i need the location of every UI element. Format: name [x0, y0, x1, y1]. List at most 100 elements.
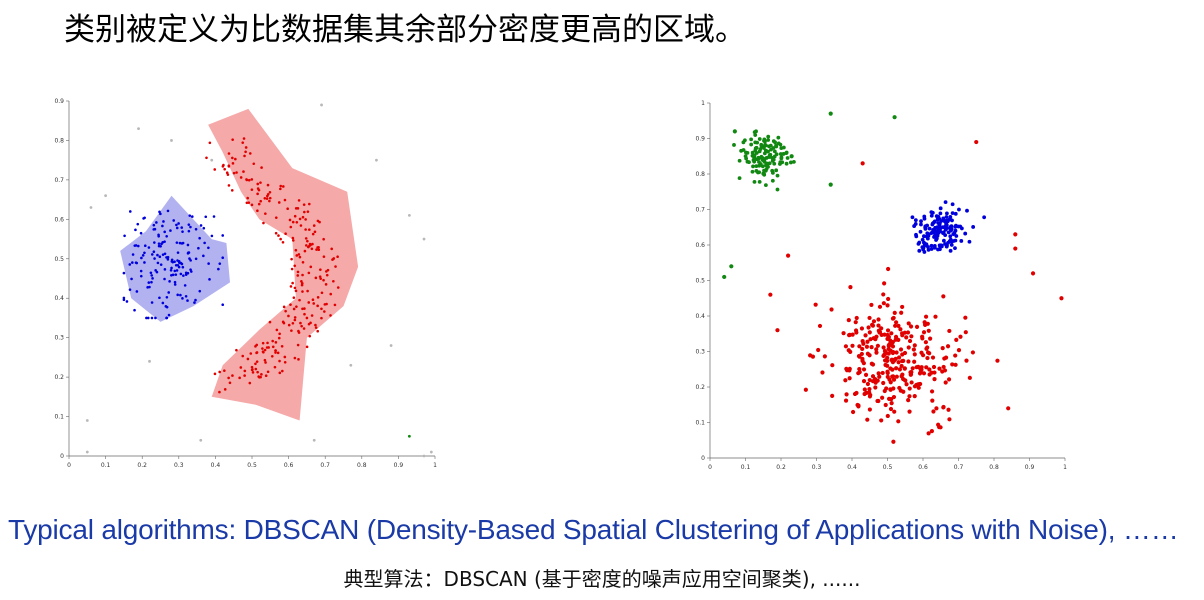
noise-point — [349, 363, 353, 367]
red-point — [930, 355, 936, 360]
green-point — [781, 145, 786, 150]
blue-point — [944, 218, 949, 223]
blue-point — [176, 293, 179, 297]
red-point — [920, 334, 925, 339]
x-tick-label: 0.8 — [989, 464, 999, 471]
red-point — [963, 315, 968, 320]
red-point — [278, 359, 281, 363]
red-point — [946, 377, 952, 382]
blue-point — [154, 316, 157, 320]
red-point — [230, 189, 234, 192]
y-tick-label: 0.9 — [695, 136, 705, 143]
blue-point — [139, 274, 143, 278]
green-point — [762, 138, 766, 143]
red-point — [284, 232, 287, 236]
y-tick-label: 0.7 — [54, 177, 64, 184]
blue-point — [943, 225, 948, 230]
red-point — [297, 358, 300, 361]
red-point — [254, 345, 257, 348]
noise-point — [429, 450, 433, 454]
red-point — [317, 245, 320, 249]
red-point — [929, 429, 934, 434]
red-point — [248, 152, 252, 155]
red-point — [876, 371, 881, 376]
red-point — [320, 307, 323, 311]
blue-point — [920, 245, 925, 249]
blue-point — [199, 224, 203, 227]
red-point — [291, 321, 295, 325]
blue-point — [935, 225, 940, 230]
red-point — [246, 196, 249, 200]
green-point — [772, 161, 777, 166]
red-point — [265, 197, 269, 200]
red-point — [912, 384, 918, 389]
red-point — [891, 377, 897, 382]
green-point — [828, 182, 833, 187]
y-tick-label: 0.1 — [54, 414, 64, 421]
red-point — [296, 343, 300, 347]
red-point — [873, 385, 878, 390]
red-point — [306, 239, 309, 243]
blue-point — [161, 224, 164, 228]
blue-point — [128, 210, 132, 213]
red-point — [205, 156, 208, 160]
red-point — [907, 386, 912, 391]
blue-point — [168, 280, 171, 283]
red-point — [315, 248, 318, 251]
blue-point — [982, 215, 987, 220]
blue-point — [941, 231, 945, 236]
red-point — [954, 337, 959, 342]
blue-point — [139, 269, 143, 273]
blue-point — [202, 254, 205, 258]
red-point — [239, 366, 243, 369]
red-point — [256, 370, 259, 374]
red-point — [316, 304, 319, 308]
red-point — [238, 376, 241, 380]
noise-point — [199, 438, 203, 442]
red-point — [297, 199, 301, 202]
blue-point — [183, 284, 187, 287]
red-point — [271, 339, 274, 343]
red-point — [287, 323, 291, 327]
red-point — [266, 341, 269, 345]
blue-point — [158, 210, 161, 214]
red-point — [254, 362, 257, 366]
green-point — [744, 150, 748, 155]
blue-point — [182, 274, 185, 277]
green-point — [757, 163, 762, 168]
red-point — [859, 351, 864, 357]
red-point — [268, 199, 271, 203]
red-point — [250, 188, 254, 191]
red-point — [912, 359, 917, 364]
red-point — [904, 382, 909, 387]
page-heading: 类别被定义为比数据集其余部分密度更高的区域。 — [64, 12, 746, 48]
red-point — [310, 247, 314, 251]
red-point — [881, 380, 886, 386]
red-point — [923, 314, 929, 319]
red-point — [870, 323, 876, 328]
blue-point — [944, 215, 949, 219]
blue-point — [150, 316, 154, 320]
green-point — [792, 159, 796, 164]
blue-point — [929, 247, 934, 251]
red-point — [241, 141, 245, 144]
noise-point — [137, 127, 140, 131]
red-point — [259, 199, 263, 203]
red-point — [896, 419, 901, 424]
red-point — [933, 314, 938, 319]
x-tick-label: 0.9 — [1025, 464, 1035, 471]
red-point — [293, 316, 297, 319]
blue-point — [131, 261, 134, 264]
red-point — [861, 341, 866, 346]
blue-point — [161, 253, 165, 256]
red-point — [847, 332, 852, 337]
red-point — [300, 324, 303, 328]
red-point — [305, 244, 308, 247]
red-point — [907, 394, 912, 399]
red-point — [265, 346, 269, 349]
y-tick-label: 0.5 — [54, 256, 64, 263]
blue-point — [207, 262, 210, 265]
green-point — [789, 154, 794, 159]
green-point — [774, 152, 779, 157]
red-point — [311, 298, 315, 302]
